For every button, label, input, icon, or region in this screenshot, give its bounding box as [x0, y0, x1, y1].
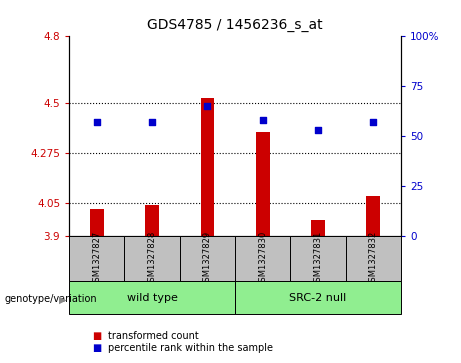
Point [314, 127, 322, 133]
Bar [69, 236, 124, 281]
Point [93, 119, 100, 125]
Text: GSM1327828: GSM1327828 [148, 231, 157, 287]
Bar [346, 236, 401, 281]
Bar [290, 236, 346, 281]
Text: GSM1327830: GSM1327830 [258, 231, 267, 287]
Text: genotype/variation: genotype/variation [5, 294, 97, 305]
Point [370, 119, 377, 125]
Text: GSM1327827: GSM1327827 [92, 231, 101, 287]
Bar [235, 281, 401, 314]
Bar [180, 236, 235, 281]
Text: ▶: ▶ [59, 294, 67, 305]
Text: GSM1327832: GSM1327832 [369, 231, 378, 287]
Text: ■: ■ [92, 343, 101, 354]
Bar [145, 205, 159, 236]
Bar [69, 281, 235, 314]
Text: transformed count: transformed count [108, 331, 199, 341]
Point [259, 117, 266, 123]
Text: GSM1327831: GSM1327831 [313, 231, 323, 287]
Bar [366, 196, 380, 236]
Bar [124, 236, 180, 281]
Text: SRC-2 null: SRC-2 null [290, 293, 347, 303]
Title: GDS4785 / 1456236_s_at: GDS4785 / 1456236_s_at [148, 19, 323, 33]
Text: percentile rank within the sample: percentile rank within the sample [108, 343, 273, 354]
Point [204, 103, 211, 109]
Text: ■: ■ [92, 331, 101, 341]
Bar [201, 98, 214, 236]
Bar [256, 132, 270, 236]
Text: GSM1327829: GSM1327829 [203, 231, 212, 287]
Bar [90, 209, 104, 236]
Point [148, 119, 156, 125]
Bar [235, 236, 290, 281]
Text: wild type: wild type [127, 293, 177, 303]
Bar [311, 220, 325, 236]
